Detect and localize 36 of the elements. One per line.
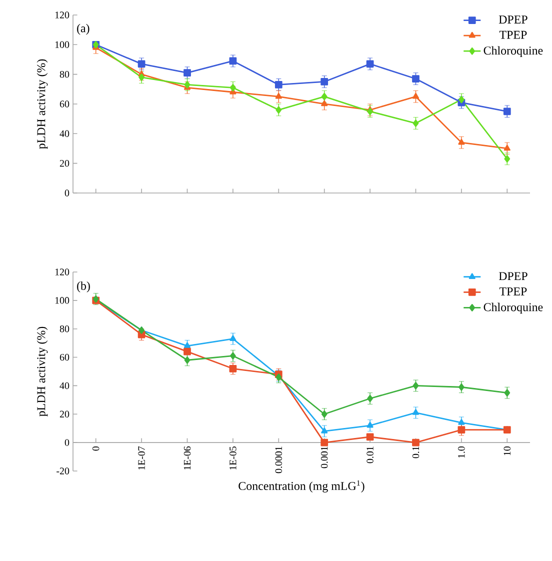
annotation: (b) — [77, 281, 90, 292]
x-tick-label: 1E-06 — [184, 446, 191, 470]
y-axis-title: pLDH activity (%) — [36, 59, 48, 149]
y-tick-label: 40 — [60, 130, 70, 138]
legend-label: DPEP — [498, 272, 528, 280]
y-tick-label: 20 — [60, 160, 70, 167]
y-tick-label: 100 — [55, 41, 70, 48]
y-tick-label: 120 — [55, 12, 70, 18]
x-tick-label: 0.01 — [366, 446, 374, 464]
y-axis-title: pLDH activity (%) — [36, 326, 48, 416]
y-tick-label: 100 — [55, 297, 70, 304]
y-tick-label: 60 — [60, 354, 70, 361]
y-tick-label: 0 — [64, 190, 70, 196]
y-tick-label: 60 — [60, 100, 70, 108]
y-tick-label: 80 — [60, 325, 70, 332]
legend-label: TPEP — [499, 287, 527, 296]
y-tick-label: 80 — [60, 70, 70, 78]
legend-label: DPEP — [498, 16, 528, 24]
y-tick-label: -20 — [56, 468, 70, 474]
legend-label: Chloroquine — [484, 302, 543, 314]
x-tick-label: 10 — [504, 446, 511, 456]
x-tick-label: 1.0 — [458, 446, 465, 458]
x-tick-label: 1E-07 — [138, 446, 145, 470]
legend-label: Chloroquine — [484, 46, 543, 58]
x-axis-title: Concentration (mg mLG$^{1}$) — [238, 480, 364, 492]
legend-label: TPEP — [499, 30, 527, 39]
annotation: (a) — [77, 24, 90, 35]
x-tick-label: 1E-05 — [230, 446, 236, 470]
y-tick-label: 40 — [60, 382, 70, 390]
y-tick-label: 0 — [64, 439, 70, 446]
x-tick-label: 0.0001 — [275, 446, 282, 474]
x-tick-label: 0.1 — [412, 446, 420, 458]
y-tick-label: 20 — [60, 410, 70, 418]
x-tick-label: 0 — [92, 446, 100, 451]
y-tick-label: 120 — [55, 268, 70, 276]
x-tick-label: 0.001 — [320, 446, 328, 468]
